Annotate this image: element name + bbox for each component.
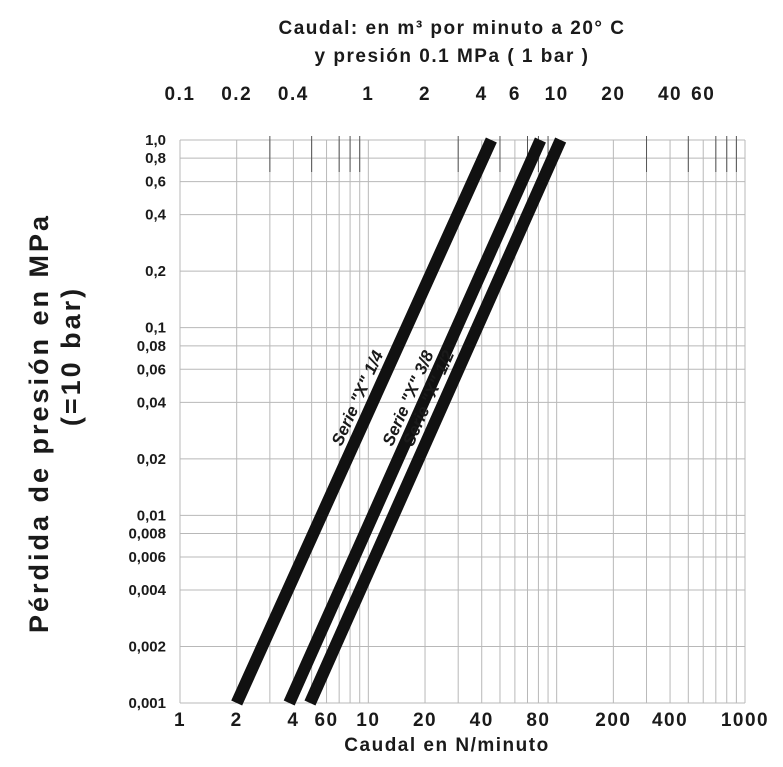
x-tick-label: 200 (595, 710, 631, 731)
top-tick-label: 20 (601, 84, 625, 105)
y-tick-label: 0,8 (145, 150, 166, 167)
x-tick-label: 2 (231, 710, 243, 731)
series-line (283, 137, 546, 706)
y-tick-label: 0,6 (145, 174, 166, 191)
top-tick-label: 2 (419, 84, 431, 105)
series-lines (231, 137, 567, 706)
y-tick-label: 0,1 (145, 320, 166, 337)
top-tick-label: 4 (476, 84, 488, 105)
top-axis-title-line-1: Caudal: en m³ por minuto a 20° C (279, 18, 626, 39)
left-tick-labels: 1,00,8 0,6 0,4 0,2 0,10,08 0,06 0,04 0,02 0,01 0,… (128, 132, 166, 712)
y-tick-label: 0,02 (137, 451, 166, 468)
y-tick-label: 0,06 (137, 361, 166, 378)
x-tick-label: 1000 (721, 710, 769, 731)
y-tick-label: 0,006 (128, 549, 166, 566)
top-tick-label: 1 (362, 84, 374, 105)
x-tick-label: 40 (470, 710, 494, 731)
y-tick-label: 0,08 (137, 338, 166, 355)
y-axis-title-line-2: (=10 bar) (56, 286, 86, 426)
x-tick-label: 4 (287, 710, 299, 731)
top-tick-label: 0.1 (165, 84, 196, 105)
top-minor-ticks (269, 136, 737, 172)
y-tick-label: 1,0 (145, 132, 166, 149)
top-tick-label: 6 (509, 84, 521, 105)
x-tick-label: 20 (413, 710, 437, 731)
y-axis-title-line-1: Pérdida de presión en MPa (24, 213, 54, 633)
y-tick-label: 0,2 (145, 263, 166, 280)
x-tick-label: 1 (174, 710, 186, 731)
y-tick-label: 0,001 (128, 695, 166, 712)
x-tick-label: 10 (356, 710, 380, 731)
series-line (231, 137, 497, 706)
y-tick-label: 0,008 (128, 526, 166, 543)
top-tick-label: 0.4 (278, 84, 309, 105)
x-axis-title: Caudal en N/minuto (344, 735, 549, 756)
y-tick-label: 0,004 (128, 582, 166, 599)
bottom-tick-labels: 1 2 4 60 10 20 40 80 200 400 1000 (174, 710, 769, 731)
y-tick-label: 0,4 (145, 207, 167, 224)
series-line (304, 137, 567, 706)
y-tick-label: 0,002 (128, 639, 166, 656)
y-tick-label: 0,04 (137, 394, 167, 411)
top-tick-label: 0.2 (221, 84, 252, 105)
x-tick-label: 400 (652, 710, 688, 731)
top-tick-label: 10 (545, 84, 569, 105)
top-tick-label: 40 (658, 84, 682, 105)
x-tick-label: 80 (526, 710, 550, 731)
top-tick-label: 60 (691, 84, 715, 105)
top-axis-title-line-2: y presión 0.1 MPa ( 1 bar ) (315, 46, 590, 67)
grid-lines (179, 139, 746, 704)
top-tick-labels: 0.1 0.2 0.4 1 2 4 6 10 20 40 60 (165, 84, 715, 105)
x-tick-label: 60 (314, 710, 338, 731)
y-tick-label: 0,01 (137, 507, 166, 524)
